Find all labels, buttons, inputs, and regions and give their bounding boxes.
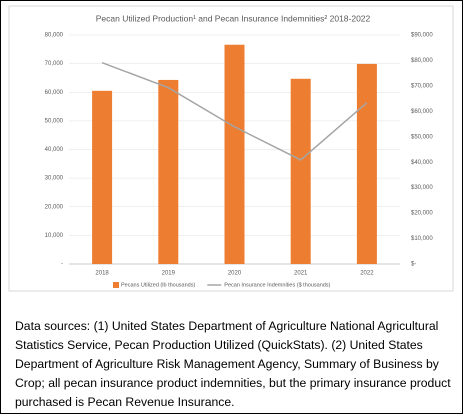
- caption: Data sources: (1) United States Departme…: [15, 319, 451, 409]
- bar: [224, 44, 245, 264]
- y-tick-label: 30,000: [45, 176, 64, 182]
- y2-tick-label: $50,000: [411, 134, 433, 140]
- y-tick-label: 60,000: [45, 90, 64, 96]
- chart-title: Pecan Utilized Production¹ and Pecan Ins…: [96, 13, 371, 23]
- x-tick-label: 2018: [95, 271, 109, 277]
- legend-label: Pecans Utilized (lb thousands): [121, 282, 195, 288]
- x-tick-label: 2019: [162, 271, 176, 277]
- chart: Pecan Utilized Production¹ and Pecan Ins…: [8, 5, 454, 292]
- y2-tick-label: $90,000: [411, 33, 433, 39]
- bar: [290, 78, 311, 264]
- y2-tick-label: $-: [411, 262, 416, 268]
- x-tick-label: 2021: [294, 271, 308, 277]
- y-tick-label: 50,000: [45, 118, 64, 124]
- bar: [158, 79, 179, 264]
- y2-tick-label: $70,000: [411, 83, 433, 89]
- bar: [92, 90, 113, 264]
- y-tick-label: 10,000: [45, 233, 64, 239]
- line: [101, 62, 368, 161]
- x-tick-label: 2020: [228, 271, 242, 277]
- y-tick-label: 20,000: [45, 204, 64, 210]
- legend-swatch: [113, 282, 119, 288]
- x-tick-label: 2022: [360, 271, 374, 277]
- bar: [356, 63, 377, 264]
- legend-label: Pecan Insurance Indemnities ($ thousands…: [224, 282, 330, 288]
- y2-tick-label: $80,000: [411, 58, 433, 64]
- y-tick-label: -: [61, 262, 63, 268]
- y-tick-label: 40,000: [45, 147, 64, 153]
- y-tick-label: 70,000: [45, 61, 64, 67]
- y2-tick-label: $30,000: [411, 185, 433, 191]
- y2-tick-label: $60,000: [411, 109, 433, 115]
- y2-tick-label: $10,000: [411, 236, 433, 242]
- y-tick-label: 80,000: [45, 33, 64, 39]
- y2-tick-label: $20,000: [411, 211, 433, 217]
- y2-tick-label: $40,000: [411, 160, 433, 166]
